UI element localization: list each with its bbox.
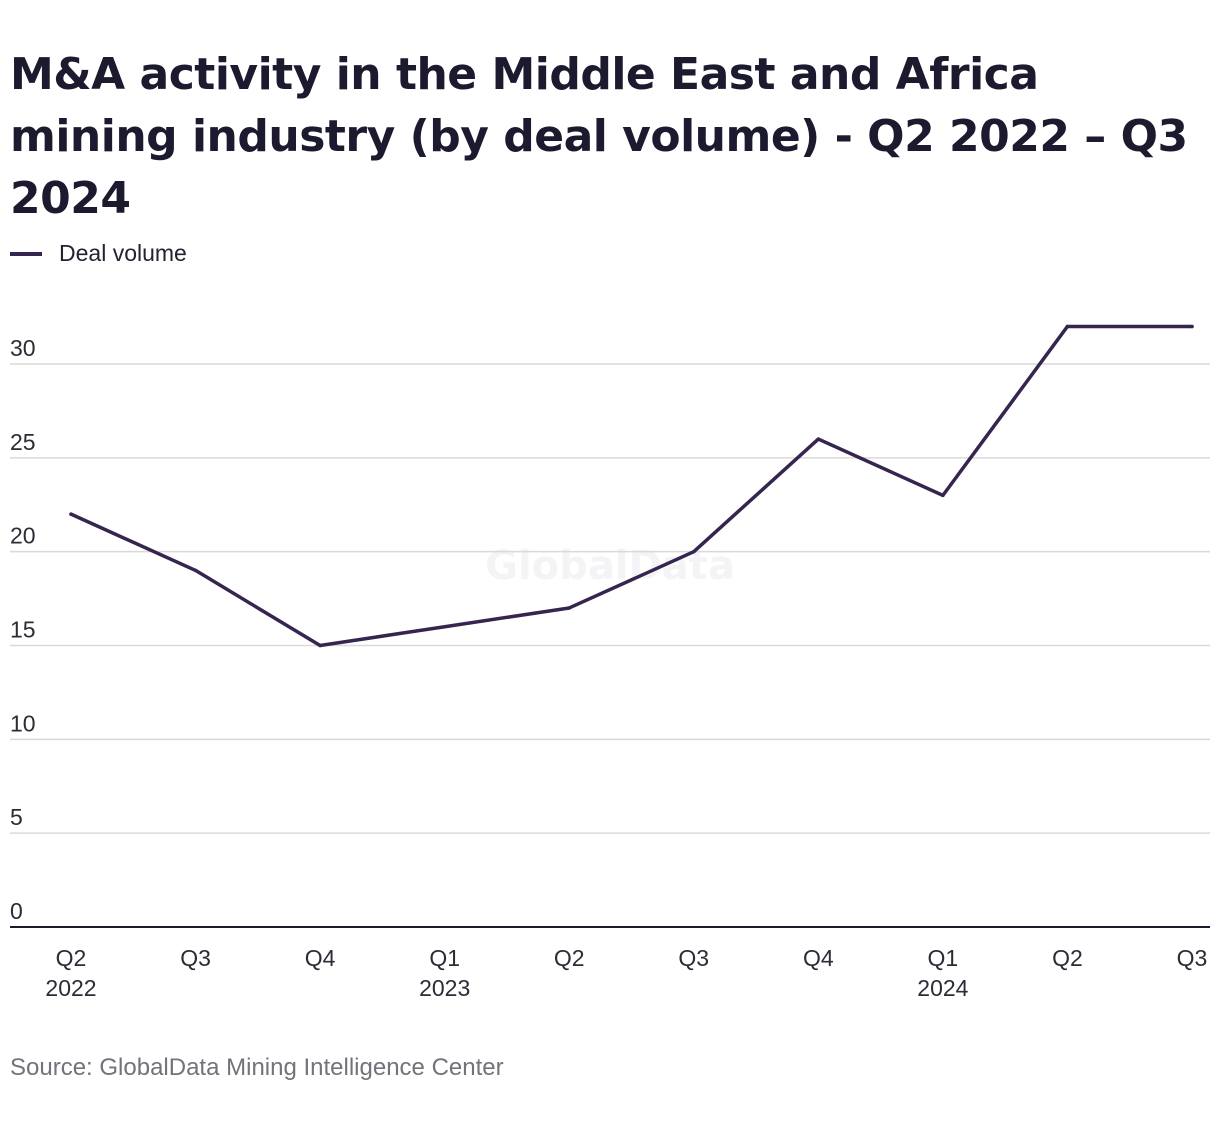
x-tick-label: Q1 2024 [917, 945, 968, 1001]
gridlines [10, 363, 1210, 834]
data-point [318, 643, 322, 648]
x-tick-label: Q4 [803, 945, 834, 971]
x-tick-label: Q3 [678, 945, 709, 971]
y-axis-ticks: 0 5 10 15 20 25 30 [10, 335, 36, 924]
x-tick-label: Q2 [1052, 945, 1083, 971]
data-point [692, 549, 696, 554]
y-tick-label: 25 [10, 429, 36, 455]
data-point [193, 568, 198, 573]
x-tick-label: Q3 [180, 945, 211, 971]
x-tick-label: Q3 [1177, 945, 1208, 971]
data-point [442, 624, 447, 629]
series-deal-volume [69, 324, 1194, 648]
y-tick-label: 5 [10, 804, 23, 830]
y-tick-label: 10 [10, 710, 36, 736]
data-point [69, 512, 73, 516]
y-tick-label: 15 [10, 617, 36, 643]
x-axis-ticks: Q2 2022 Q3 Q4 Q1 2023 Q2 Q3 Q4 Q1 2024 Q2 Q3 [45, 945, 1207, 1001]
source-note: Source: GlobalData Mining Intelligence C… [10, 1054, 504, 1081]
legend-swatch [10, 251, 42, 256]
y-tick-label: 30 [10, 335, 36, 361]
legend-label: Deal volume [59, 240, 187, 266]
x-tick-label: Q2 2022 [45, 945, 96, 1001]
y-tick-label: 20 [10, 523, 36, 549]
chart-title: M&A activity in the Middle East and Afri… [10, 49, 1188, 224]
data-point [1190, 324, 1194, 329]
x-tick-label: Q2 [554, 945, 585, 971]
x-tick-label: Q4 [305, 945, 336, 971]
legend: Deal volume [10, 240, 187, 267]
data-point [1065, 324, 1070, 329]
data-point [816, 437, 821, 441]
data-point [567, 606, 571, 610]
x-tick-label: Q1 2023 [419, 945, 470, 1001]
data-point [941, 493, 945, 498]
y-tick-label: 0 [10, 898, 23, 924]
series-line [69, 324, 1194, 648]
